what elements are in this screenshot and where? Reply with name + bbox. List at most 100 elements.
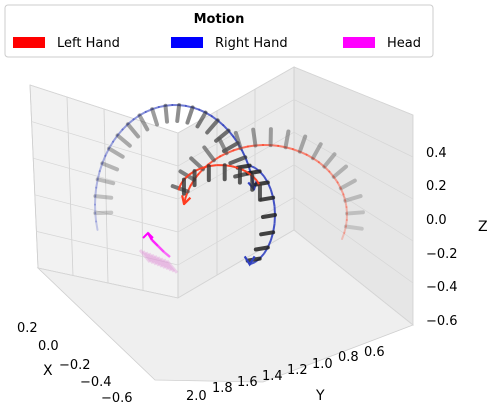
trajectory-segment xyxy=(341,231,346,241)
trajectory-segment xyxy=(94,212,98,223)
trajectory-rung xyxy=(253,245,270,252)
z-tick-label: −0.2 xyxy=(426,247,458,262)
trajectory-segment xyxy=(344,199,348,209)
grid-line xyxy=(66,96,74,277)
y-tick-label: 1.8 xyxy=(212,381,233,396)
trajectory-rung xyxy=(202,145,216,163)
trajectory-segment xyxy=(345,206,348,215)
trajectory-segment xyxy=(101,154,107,165)
trajectory-segment xyxy=(116,128,124,137)
trajectory-rung xyxy=(259,230,276,237)
trajectory-rung xyxy=(217,136,229,156)
trajectory-rung xyxy=(297,134,308,154)
trajectory-rung xyxy=(253,180,270,187)
trajectory-rung xyxy=(195,110,208,129)
grid-line xyxy=(177,66,295,134)
grid-line xyxy=(293,164,414,242)
trajectory-rung xyxy=(259,195,276,202)
x-tick-label: 0.0 xyxy=(38,339,59,354)
trajectory-segment xyxy=(323,165,331,173)
trajectory-rung xyxy=(141,250,155,265)
trajectory-rung xyxy=(251,127,258,148)
grid-line xyxy=(293,197,414,284)
trajectory-rung xyxy=(147,252,161,267)
trajectory-segment xyxy=(157,245,165,253)
trajectory-segment xyxy=(177,184,182,191)
x-tick-label: 0.2 xyxy=(17,321,38,336)
grid-line xyxy=(293,99,414,158)
trajectory-rung xyxy=(156,256,170,271)
trajectory-segment xyxy=(336,181,342,190)
z-tick-label: 0.4 xyxy=(426,146,447,161)
grid-line xyxy=(36,231,179,266)
y-tick-label: 1.6 xyxy=(237,375,258,390)
grid-line xyxy=(140,120,144,291)
legend-label-left-hand: Left Hand xyxy=(57,36,120,51)
trajectory-rung xyxy=(165,259,179,274)
trajectory-rung xyxy=(228,155,248,166)
z-tick-label: 0.0 xyxy=(426,213,447,228)
trajectory-segment xyxy=(343,225,347,234)
legend-title: Motion xyxy=(194,12,245,27)
grid-line xyxy=(31,121,179,167)
trajectory-segment xyxy=(107,140,115,150)
trajectory-segment xyxy=(311,157,320,164)
x-axis-label: X xyxy=(43,363,53,379)
trajectory-segment xyxy=(112,134,119,143)
trajectory-arrowhead xyxy=(243,255,256,267)
trajectory-segment xyxy=(104,147,110,157)
trajectory-segment xyxy=(138,110,147,117)
trajectory-layer xyxy=(93,103,365,274)
trajectory-segment xyxy=(305,153,314,160)
trajectory-rung xyxy=(283,129,291,150)
trajectory-rung xyxy=(100,161,120,172)
y-tick-label: 2.0 xyxy=(186,389,207,404)
trajectory-segment xyxy=(339,187,345,196)
y-tick-label: 1.0 xyxy=(312,357,333,372)
trajectory-rung xyxy=(106,146,125,159)
trajectory-rung xyxy=(138,249,152,263)
trajectory-rung xyxy=(150,253,164,268)
trajectory-segment xyxy=(298,150,308,156)
grid-line xyxy=(177,229,295,299)
trajectory-segment xyxy=(317,161,326,168)
trajectory-segment xyxy=(291,148,301,153)
grid-line xyxy=(177,131,295,200)
trajectory-rung xyxy=(343,224,364,231)
trajectory-rung xyxy=(144,251,158,266)
x-tick-label: −0.4 xyxy=(80,375,112,390)
trajectory-rung xyxy=(261,213,277,219)
trajectory-segment xyxy=(132,114,141,121)
tick-labels: 0.20.0−0.2−0.4−0.6 2.01.8 1.6 1.4 1.2 1.0 0.8 0… xyxy=(17,146,458,406)
trajectory-rung xyxy=(205,118,220,135)
trajectory-segment xyxy=(98,162,104,173)
z-tick-label: −0.6 xyxy=(426,314,458,329)
trajectory-rung xyxy=(125,122,141,139)
trajectory-rung xyxy=(175,103,182,124)
trajectory-rung xyxy=(338,178,357,191)
trajectory-segment xyxy=(94,186,98,198)
grid-line xyxy=(29,84,39,269)
trajectory-segment xyxy=(151,106,160,111)
trajectory-rung xyxy=(159,257,173,272)
trajectory-segment xyxy=(332,175,339,184)
trajectory-rung xyxy=(310,142,323,161)
legend-label-right-hand: Right Hand xyxy=(215,36,288,51)
z-tick-label: −0.4 xyxy=(426,280,458,295)
trajectory-rung xyxy=(343,194,363,203)
trajectory-segment xyxy=(342,193,347,202)
y-axis-label: Y xyxy=(315,388,325,404)
trajectory-rung xyxy=(233,130,243,151)
trajectory-segment xyxy=(96,170,101,181)
trajectory-arrowhead xyxy=(181,195,192,206)
trajectory-segment xyxy=(121,123,129,131)
trajectory-rung xyxy=(344,210,365,216)
grid-line xyxy=(103,108,109,284)
trajectory-rung xyxy=(115,133,132,148)
grid-line xyxy=(29,84,179,134)
trajectory-rung xyxy=(137,113,150,132)
grid-line xyxy=(293,229,414,326)
x-tick-label: −0.6 xyxy=(101,391,133,406)
trajectory-segment xyxy=(344,219,348,228)
